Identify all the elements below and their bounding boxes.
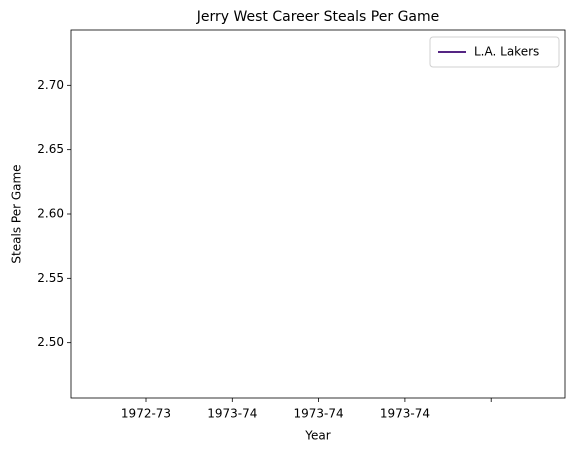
x-axis-label: Year [304,429,330,443]
chart-title: Jerry West Career Steals Per Game [196,9,440,25]
plot-frame [70,29,566,399]
x-tick-label: 1973-74 [294,407,344,421]
x-tick-label: 1973-74 [207,407,257,421]
y-tick-label: 2.70 [37,78,64,92]
x-tick-label: 1973-74 [380,407,430,421]
legend-label: L.A. Lakers [474,45,539,59]
x-tick-label: 1972-73 [121,407,171,421]
y-tick-label: 2.65 [37,142,64,156]
legend-box [429,36,560,68]
y-tick-label: 2.50 [37,335,64,349]
y-axis-label: Steals Per Game [10,164,24,263]
y-tick-label: 2.60 [37,207,64,221]
y-tick-label: 2.55 [37,271,64,285]
